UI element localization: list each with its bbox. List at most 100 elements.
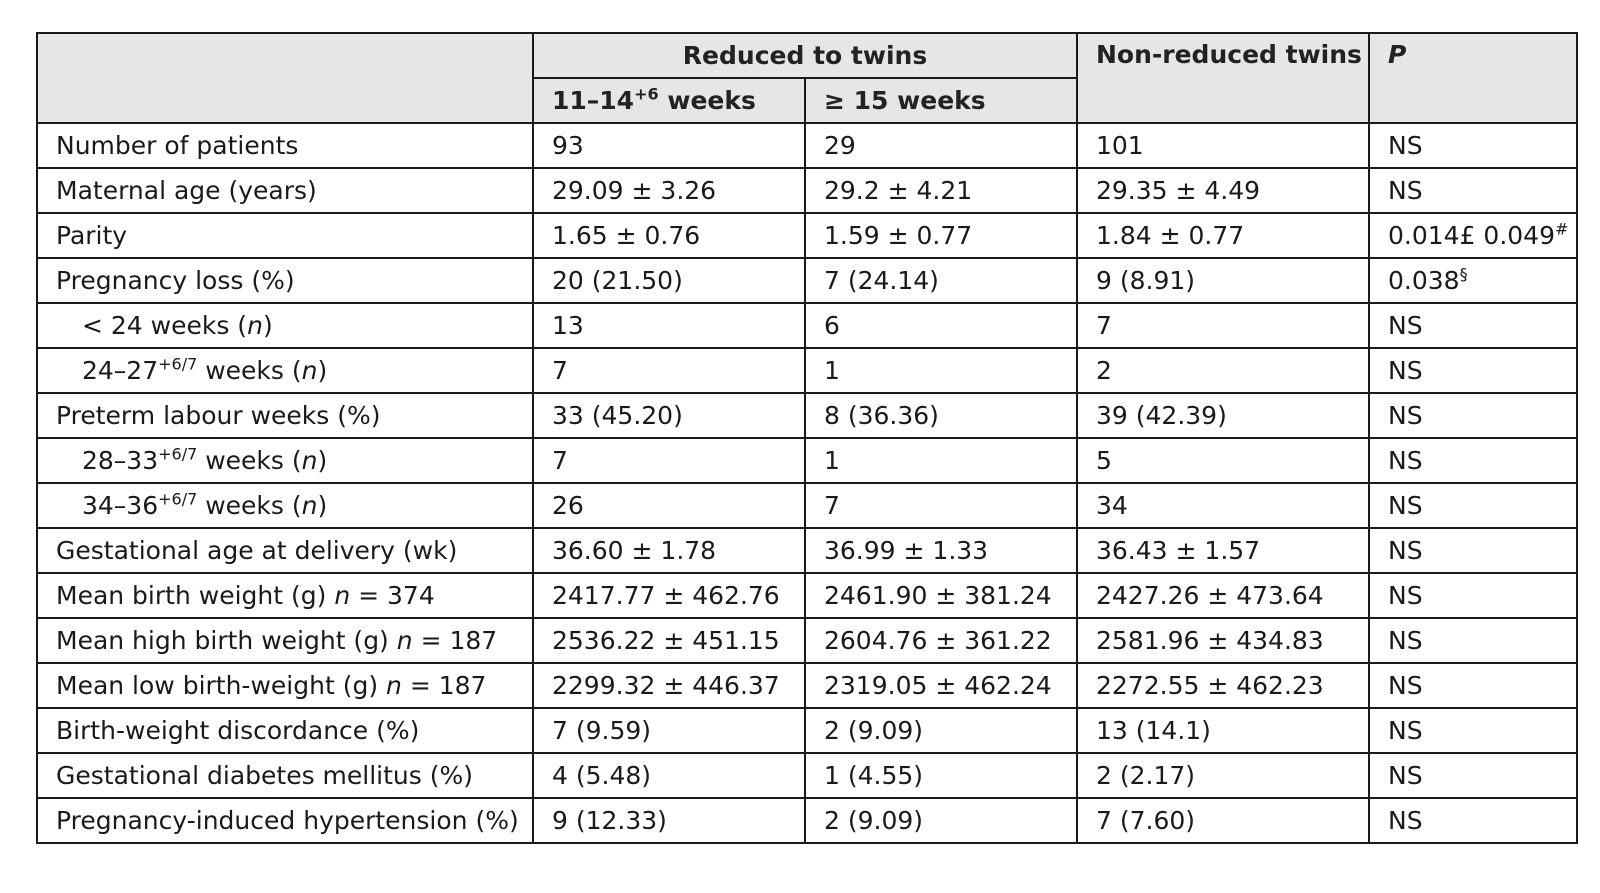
table-row: Gestational diabetes mellitus (%) 4 (5.48… — [36, 752, 1578, 799]
p-value-text: NS — [1388, 536, 1423, 565]
cell-reduced-11-14-weeks: 4 (5.48) — [532, 752, 806, 799]
cell-p-value: NS — [1368, 527, 1578, 574]
cell-reduced-15-weeks: 1 (4.55) — [804, 752, 1078, 799]
row-label-mid: weeks ( — [197, 446, 302, 475]
data-table-container: Reduced to twins Non-reduced twins P 11–… — [36, 32, 1578, 844]
p-value-text: NS — [1388, 761, 1423, 790]
row-label-post: = 374 — [350, 581, 435, 610]
header-late-reduction: ≥ 15 weeks — [804, 77, 1078, 124]
p-value-text: 0.014£ 0.049 — [1388, 221, 1555, 250]
header-early-reduction: 11–14+6 weeks — [532, 77, 806, 124]
row-label-sup: +6/7 — [158, 489, 198, 509]
row-label: Preterm labour weeks (%) — [36, 392, 534, 439]
row-label: 34–36+6/7 weeks (n) — [36, 482, 534, 529]
row-label: < 24 weeks (n) — [36, 302, 534, 349]
header-early-sup: +6 — [634, 84, 659, 104]
row-label-mid: weeks ( — [197, 491, 302, 520]
cell-reduced-11-14-weeks: 33 (45.20) — [532, 392, 806, 439]
p-value-text: NS — [1388, 401, 1423, 430]
header-early-suffix: weeks — [658, 86, 756, 115]
row-label-pre: Mean birth weight (g) — [56, 581, 335, 610]
row-label-pre: 24–27 — [82, 356, 159, 385]
cell-reduced-11-14-weeks: 2536.22 ± 451.15 — [532, 617, 806, 664]
row-label: Mean high birth weight (g) n = 187 — [36, 617, 534, 664]
p-value-text: NS — [1388, 131, 1423, 160]
cell-p-value: NS — [1368, 662, 1578, 709]
cell-p-value: NS — [1368, 167, 1578, 214]
row-label: 24–27+6/7 weeks (n) — [36, 347, 534, 394]
table-row: Mean high birth weight (g) n = 187 2536.2… — [36, 617, 1578, 664]
row-label-post: ) — [317, 356, 328, 385]
table-row: < 24 weeks (n) 13 6 7 NS — [36, 302, 1578, 349]
cell-reduced-15-weeks: 2319.05 ± 462.24 — [804, 662, 1078, 709]
cell-reduced-15-weeks: 2 (9.09) — [804, 707, 1078, 754]
row-label-it: n — [247, 311, 263, 340]
cell-reduced-11-14-weeks: 9 (12.33) — [532, 797, 806, 844]
cell-reduced-15-weeks: 2604.76 ± 361.22 — [804, 617, 1078, 664]
p-value-text: NS — [1388, 806, 1423, 835]
p-value-text: NS — [1388, 716, 1423, 745]
cell-reduced-15-weeks: 6 — [804, 302, 1078, 349]
row-label: Birth-weight discordance (%) — [36, 707, 534, 754]
table-row: Gestational age at delivery (wk) 36.60 ± … — [36, 527, 1578, 574]
p-value-text: NS — [1388, 581, 1423, 610]
p-value-text: NS — [1388, 671, 1423, 700]
cell-p-value: NS — [1368, 707, 1578, 754]
row-label-pre: Mean low birth-weight (g) — [56, 671, 387, 700]
row-label-post: ) — [262, 311, 273, 340]
cell-reduced-11-14-weeks: 2417.77 ± 462.76 — [532, 572, 806, 619]
table-header: Reduced to twins Non-reduced twins P 11–… — [36, 32, 1578, 124]
header-p-value: P — [1368, 32, 1578, 124]
p-value-text: NS — [1388, 356, 1423, 385]
table-row: Mean birth weight (g) n = 374 2417.77 ± 4… — [36, 572, 1578, 619]
p-value-text: NS — [1388, 446, 1423, 475]
table-body: Number of patients 93 29 101 NS Maternal age … — [36, 122, 1578, 844]
row-label-it: n — [301, 356, 318, 385]
header-reduced-to-twins: Reduced to twins — [532, 32, 1078, 79]
row-label: Number of patients — [36, 122, 534, 169]
cell-p-value: 0.038§ — [1368, 257, 1578, 304]
row-label: Maternal age (years) — [36, 167, 534, 214]
header-non-reduced-twins: Non-reduced twins — [1076, 32, 1370, 124]
header-p-label: P — [1388, 40, 1407, 69]
cell-p-value: NS — [1368, 302, 1578, 349]
cell-p-value: NS — [1368, 347, 1578, 394]
row-label-it: n — [334, 581, 351, 610]
row-label-sup: +6/7 — [158, 354, 198, 374]
cell-reduced-15-weeks: 7 — [804, 482, 1078, 529]
p-value-text: NS — [1388, 176, 1423, 205]
cell-non-reduced: 2272.55 ± 462.23 — [1076, 662, 1370, 709]
cell-non-reduced: 7 — [1076, 302, 1370, 349]
cell-reduced-11-14-weeks: 7 (9.59) — [532, 707, 806, 754]
cell-reduced-15-weeks: 29.2 ± 4.21 — [804, 167, 1078, 214]
p-value-footnote-mark: § — [1459, 264, 1468, 284]
table-row: 24–27+6/7 weeks (n) 7 1 2 NS — [36, 347, 1578, 394]
row-label: Gestational diabetes mellitus (%) — [36, 752, 534, 799]
cell-p-value: NS — [1368, 797, 1578, 844]
cell-reduced-11-14-weeks: 36.60 ± 1.78 — [532, 527, 806, 574]
cell-reduced-15-weeks: 1 — [804, 437, 1078, 484]
cell-reduced-15-weeks: 2 (9.09) — [804, 797, 1078, 844]
cell-non-reduced: 9 (8.91) — [1076, 257, 1370, 304]
cell-reduced-11-14-weeks: 7 — [532, 437, 806, 484]
cell-reduced-11-14-weeks: 20 (21.50) — [532, 257, 806, 304]
row-label: Gestational age at delivery (wk) — [36, 527, 534, 574]
cell-reduced-15-weeks: 36.99 ± 1.33 — [804, 527, 1078, 574]
cell-p-value: NS — [1368, 617, 1578, 664]
row-label-mid: weeks ( — [197, 356, 302, 385]
p-value-text: NS — [1388, 626, 1423, 655]
table-row: Parity 1.65 ± 0.76 1.59 ± 0.77 1.84 ± 0.77 0… — [36, 212, 1578, 259]
cell-reduced-11-14-weeks: 93 — [532, 122, 806, 169]
cell-non-reduced: 7 (7.60) — [1076, 797, 1370, 844]
cell-reduced-15-weeks: 8 (36.36) — [804, 392, 1078, 439]
cell-reduced-11-14-weeks: 29.09 ± 3.26 — [532, 167, 806, 214]
row-label-it: n — [301, 446, 318, 475]
table-row: Mean low birth-weight (g) n = 187 2299.32… — [36, 662, 1578, 709]
table-row: Maternal age (years) 29.09 ± 3.26 29.2 ± 4… — [36, 167, 1578, 214]
header-row-1: Reduced to twins Non-reduced twins P — [36, 32, 1578, 124]
cell-p-value: NS — [1368, 392, 1578, 439]
cell-non-reduced: 101 — [1076, 122, 1370, 169]
cell-non-reduced: 2581.96 ± 434.83 — [1076, 617, 1370, 664]
cell-reduced-11-14-weeks: 2299.32 ± 446.37 — [532, 662, 806, 709]
cell-p-value: NS — [1368, 482, 1578, 529]
